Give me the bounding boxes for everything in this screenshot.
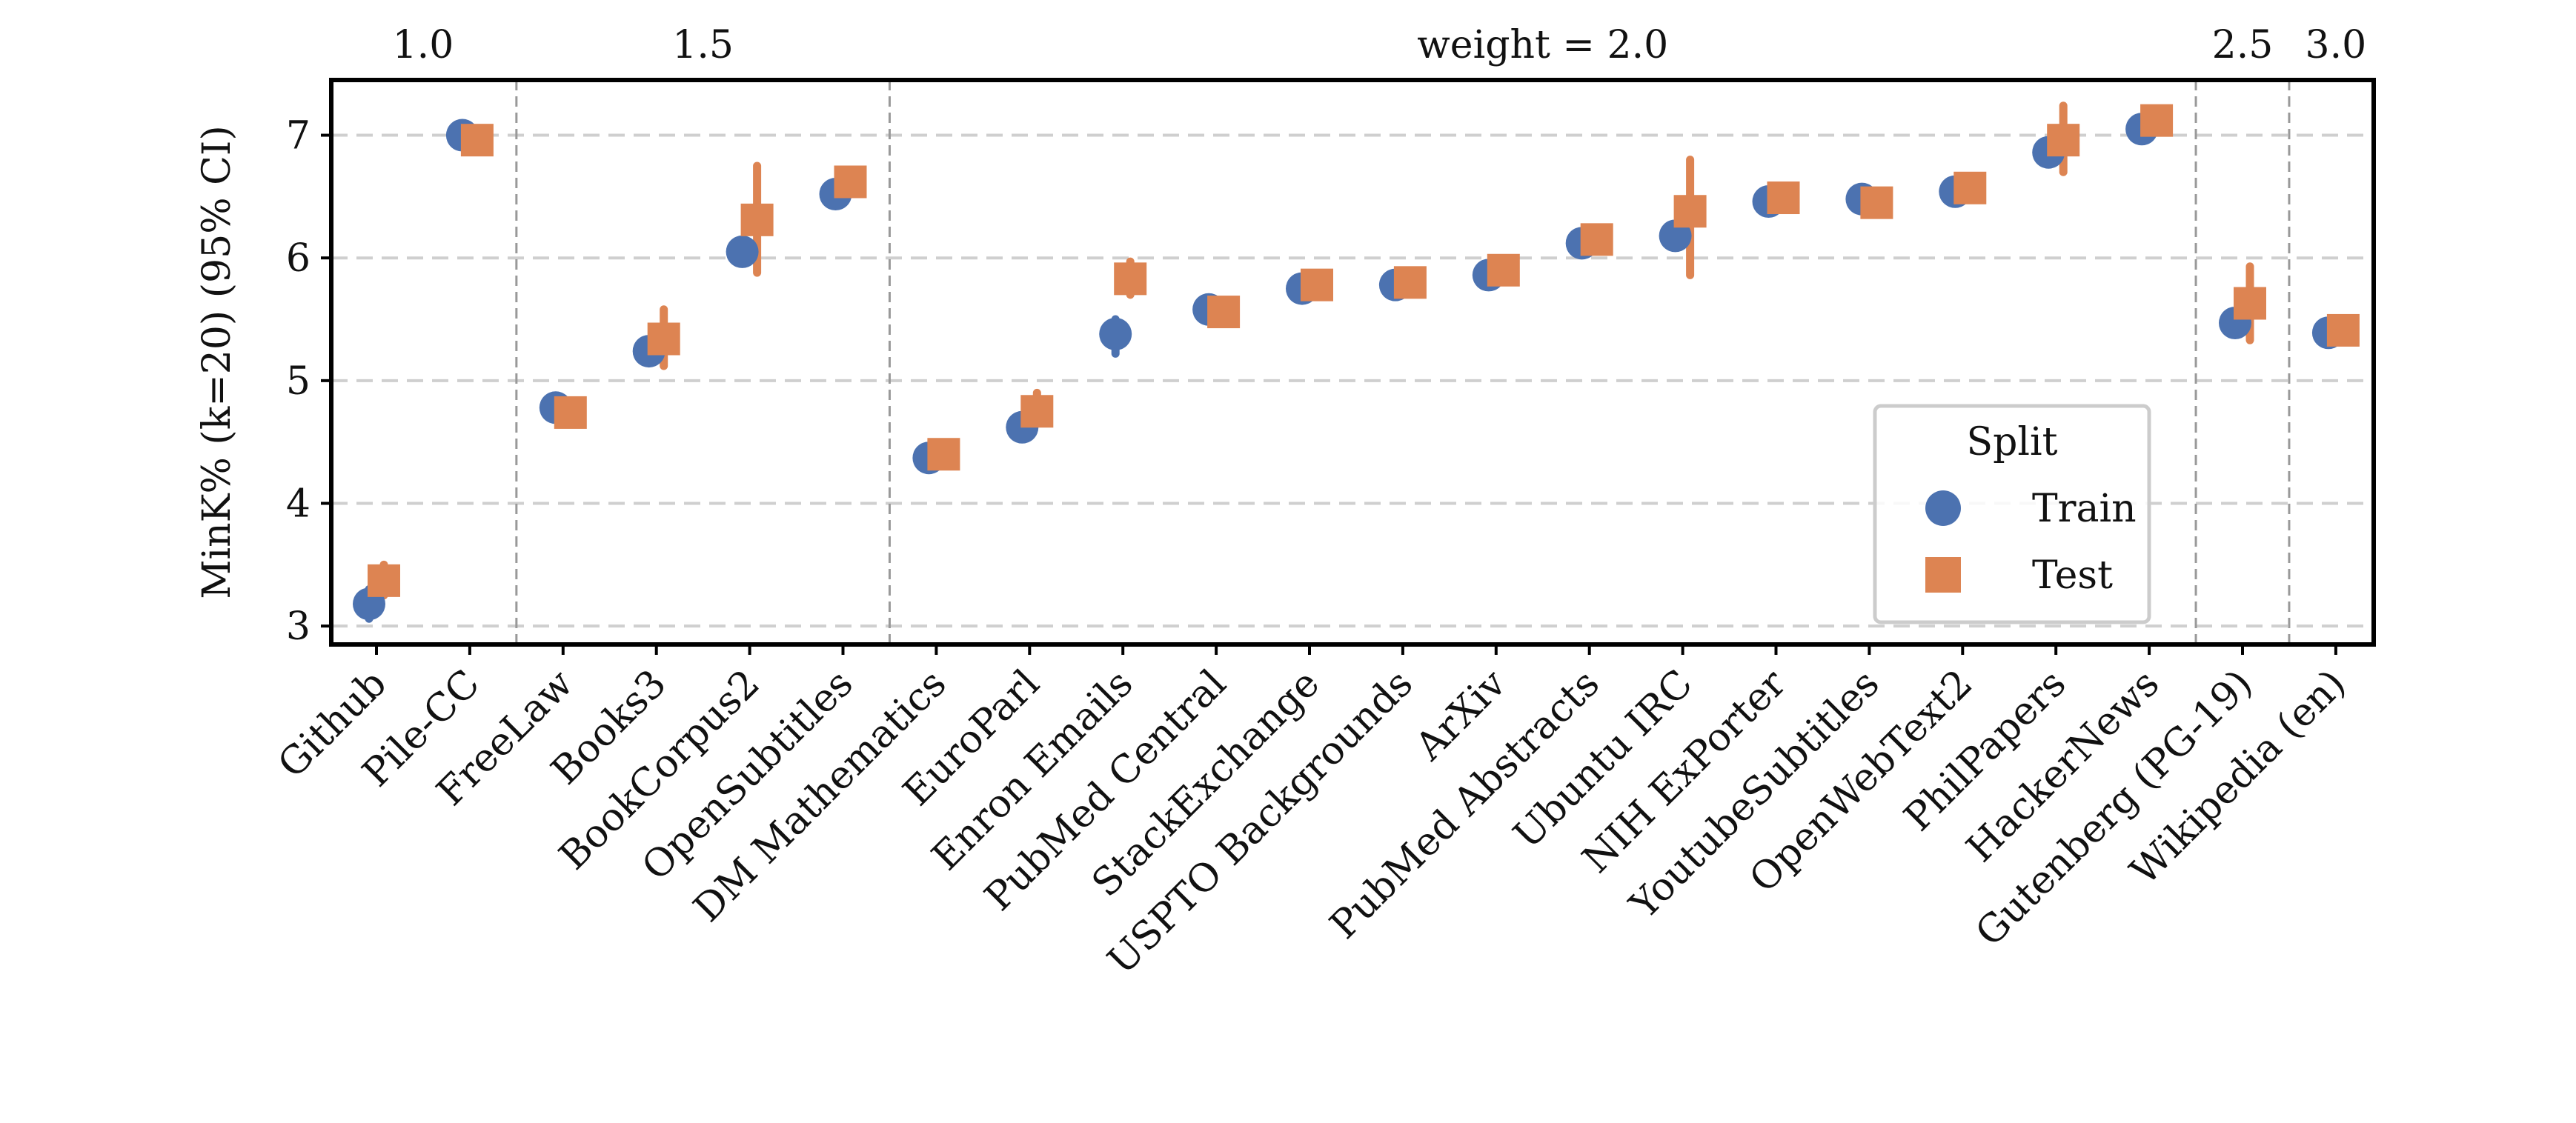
y-axis-ticks: 3 4 5 6 7	[286, 114, 331, 649]
point-test	[1673, 195, 1707, 228]
group-label: 2.5	[2212, 23, 2274, 67]
point-test	[1393, 266, 1427, 299]
point-test	[1301, 268, 1333, 301]
point-test	[2047, 124, 2080, 157]
point-test	[1114, 262, 1147, 296]
legend-test-marker	[1925, 557, 1961, 593]
legend-train-label: Train	[2032, 487, 2137, 531]
point-test	[834, 165, 867, 199]
point-test	[2140, 104, 2174, 137]
point-train	[1659, 219, 1692, 253]
y-tick-label: 6	[286, 236, 311, 281]
point-test	[740, 203, 774, 236]
point-test	[1953, 171, 1987, 204]
point-test	[1767, 181, 1800, 215]
legend-title: Split	[1966, 420, 2057, 464]
legend: Split Train Test	[1873, 404, 2151, 624]
point-test	[2326, 313, 2360, 347]
point-test	[927, 438, 960, 471]
y-tick-label: 3	[286, 604, 311, 649]
legend-test-label: Test	[2032, 553, 2113, 598]
point-train	[726, 235, 759, 268]
plot-frame	[329, 78, 2376, 647]
point-test	[554, 396, 587, 429]
point-test	[647, 322, 680, 356]
legend-train-marker	[1925, 490, 1961, 526]
group-label: 1.0	[393, 23, 454, 67]
group-label: 1.5	[672, 23, 734, 67]
data-markers	[353, 104, 2360, 621]
y-tick-label: 4	[286, 482, 311, 527]
point-test	[1487, 253, 1520, 287]
y-tick-label: 7	[286, 114, 311, 159]
group-separators	[515, 80, 2291, 644]
point-test	[1020, 395, 1054, 428]
y-tick-label: 5	[286, 359, 311, 404]
point-test	[460, 124, 494, 157]
point-test	[2234, 287, 2266, 320]
group-labels: 1.0 1.5 weight = 2.0 2.5 3.0	[393, 23, 2367, 67]
group-label: 3.0	[2306, 23, 2367, 67]
group-label: weight = 2.0	[1417, 23, 1668, 67]
point-train	[1099, 317, 1132, 350]
y-axis-label: MinK% (k=20) (95% CI)	[195, 125, 239, 599]
point-test	[1580, 223, 1613, 256]
point-test	[368, 564, 400, 597]
point-test	[1207, 296, 1241, 329]
point-test	[1860, 186, 1893, 219]
